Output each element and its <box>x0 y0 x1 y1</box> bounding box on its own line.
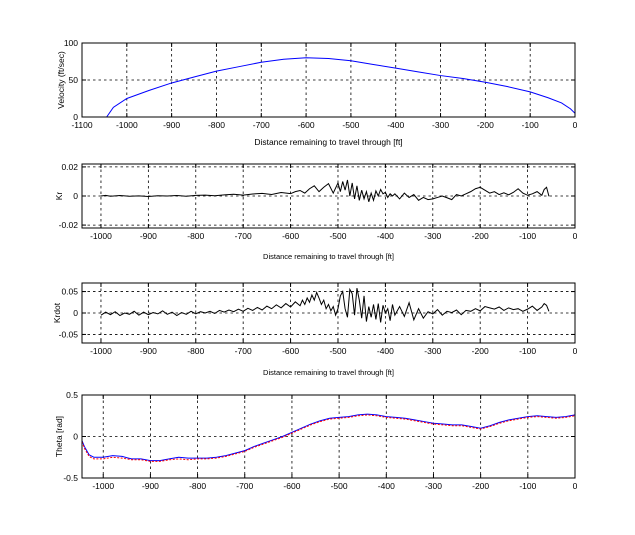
x-tick-label: -600 <box>298 120 315 130</box>
x-tick-label: 0 <box>573 481 578 491</box>
x-tick-label: -700 <box>253 120 270 130</box>
x-tick-label: -1100 <box>71 120 92 130</box>
series-line-1 <box>100 179 550 203</box>
series-line-1 <box>81 413 576 462</box>
y-axis-label: Velocity (ft/sec) <box>56 51 66 109</box>
x-axis-label: Distance remaining to travel through [ft… <box>254 137 402 147</box>
y-tick-label: 0 <box>73 191 78 201</box>
x-tick-label: -900 <box>140 346 157 356</box>
x-tick-label: 0 <box>573 231 578 241</box>
x-tick-label: 0 <box>573 120 578 130</box>
subplot-4: -1000 -900 -800 -700 -600 -500 -400 -300 -200 -10… <box>54 390 578 491</box>
x-tick-label: -1000 <box>90 346 112 356</box>
x-tick-label: -300 <box>424 231 441 241</box>
x-tick-label: -300 <box>424 346 441 356</box>
x-tick-label: -800 <box>208 120 225 130</box>
y-tick-label: -0.02 <box>59 220 79 230</box>
y-tick-label: 0.05 <box>61 287 78 297</box>
x-tick-label: -400 <box>377 346 394 356</box>
x-tick-label: -300 <box>432 120 449 130</box>
x-tick-label: -600 <box>282 231 299 241</box>
x-axis-label: Distance remaining to travel through [ft… <box>263 368 394 377</box>
y-tick-label: 0.02 <box>61 162 78 172</box>
x-tick-label: -500 <box>329 231 346 241</box>
y-axis-label: Theta [rad] <box>54 416 64 457</box>
y-tick-label: 0 <box>73 308 78 318</box>
y-axis-label: Kr <box>54 192 64 201</box>
x-tick-label: -400 <box>377 231 394 241</box>
x-tick-label: -200 <box>477 120 494 130</box>
y-tick-label: 0 <box>73 432 78 442</box>
x-tick-label: -400 <box>387 120 404 130</box>
x-tick-label: -500 <box>329 346 346 356</box>
x-tick-label: -400 <box>378 481 395 491</box>
x-tick-label: -500 <box>342 120 359 130</box>
x-axis-label: Distance remaining to travel through [ft… <box>263 252 394 261</box>
y-tick-label: 100 <box>64 38 78 48</box>
plot-area <box>82 43 575 117</box>
series-line-2 <box>81 414 576 462</box>
x-tick-label: -800 <box>189 481 206 491</box>
subplot-1: -1100 -1000 -900 -800 -700 -600 -500 -400 -300 -2… <box>56 38 578 147</box>
x-tick-label: -1000 <box>90 231 112 241</box>
x-tick-label: -500 <box>331 481 348 491</box>
x-tick-label: -100 <box>519 346 536 356</box>
y-tick-label: -0.5 <box>63 473 78 483</box>
x-tick-label: 0 <box>573 346 578 356</box>
x-tick-label: -100 <box>522 120 539 130</box>
x-tick-label: -900 <box>140 231 157 241</box>
subplot-3: -1000 -900 -800 -700 -600 -500 -400 -300 -200 -10… <box>52 282 578 377</box>
plot-area <box>82 395 575 478</box>
x-tick-label: -900 <box>142 481 159 491</box>
x-tick-label: -300 <box>425 481 442 491</box>
y-tick-label: 0 <box>73 112 78 122</box>
x-tick-label: -200 <box>472 231 489 241</box>
y-tick-label: 0.5 <box>66 390 78 400</box>
x-tick-label: -600 <box>283 481 300 491</box>
x-tick-label: -900 <box>163 120 180 130</box>
y-tick-label: 50 <box>69 75 79 85</box>
series-line-1 <box>106 57 576 118</box>
x-tick-label: -200 <box>472 346 489 356</box>
x-tick-label: -800 <box>187 231 204 241</box>
x-tick-label: -700 <box>235 346 252 356</box>
plot-area <box>82 283 575 343</box>
subplot-2: -1000 -900 -800 -700 -600 -500 -400 -300 -200 -10… <box>54 162 578 261</box>
x-tick-label: -200 <box>472 481 489 491</box>
x-tick-label: -700 <box>235 231 252 241</box>
x-tick-label: -100 <box>519 231 536 241</box>
x-tick-label: -100 <box>519 481 536 491</box>
x-tick-label: -1000 <box>92 481 114 491</box>
y-axis-label: Krdot <box>52 302 62 323</box>
x-tick-label: -1000 <box>116 120 138 130</box>
x-tick-label: -600 <box>282 346 299 356</box>
x-tick-label: -700 <box>236 481 253 491</box>
x-tick-label: -800 <box>187 346 204 356</box>
y-tick-label: -0.05 <box>59 329 79 339</box>
series-line-1 <box>100 287 550 323</box>
